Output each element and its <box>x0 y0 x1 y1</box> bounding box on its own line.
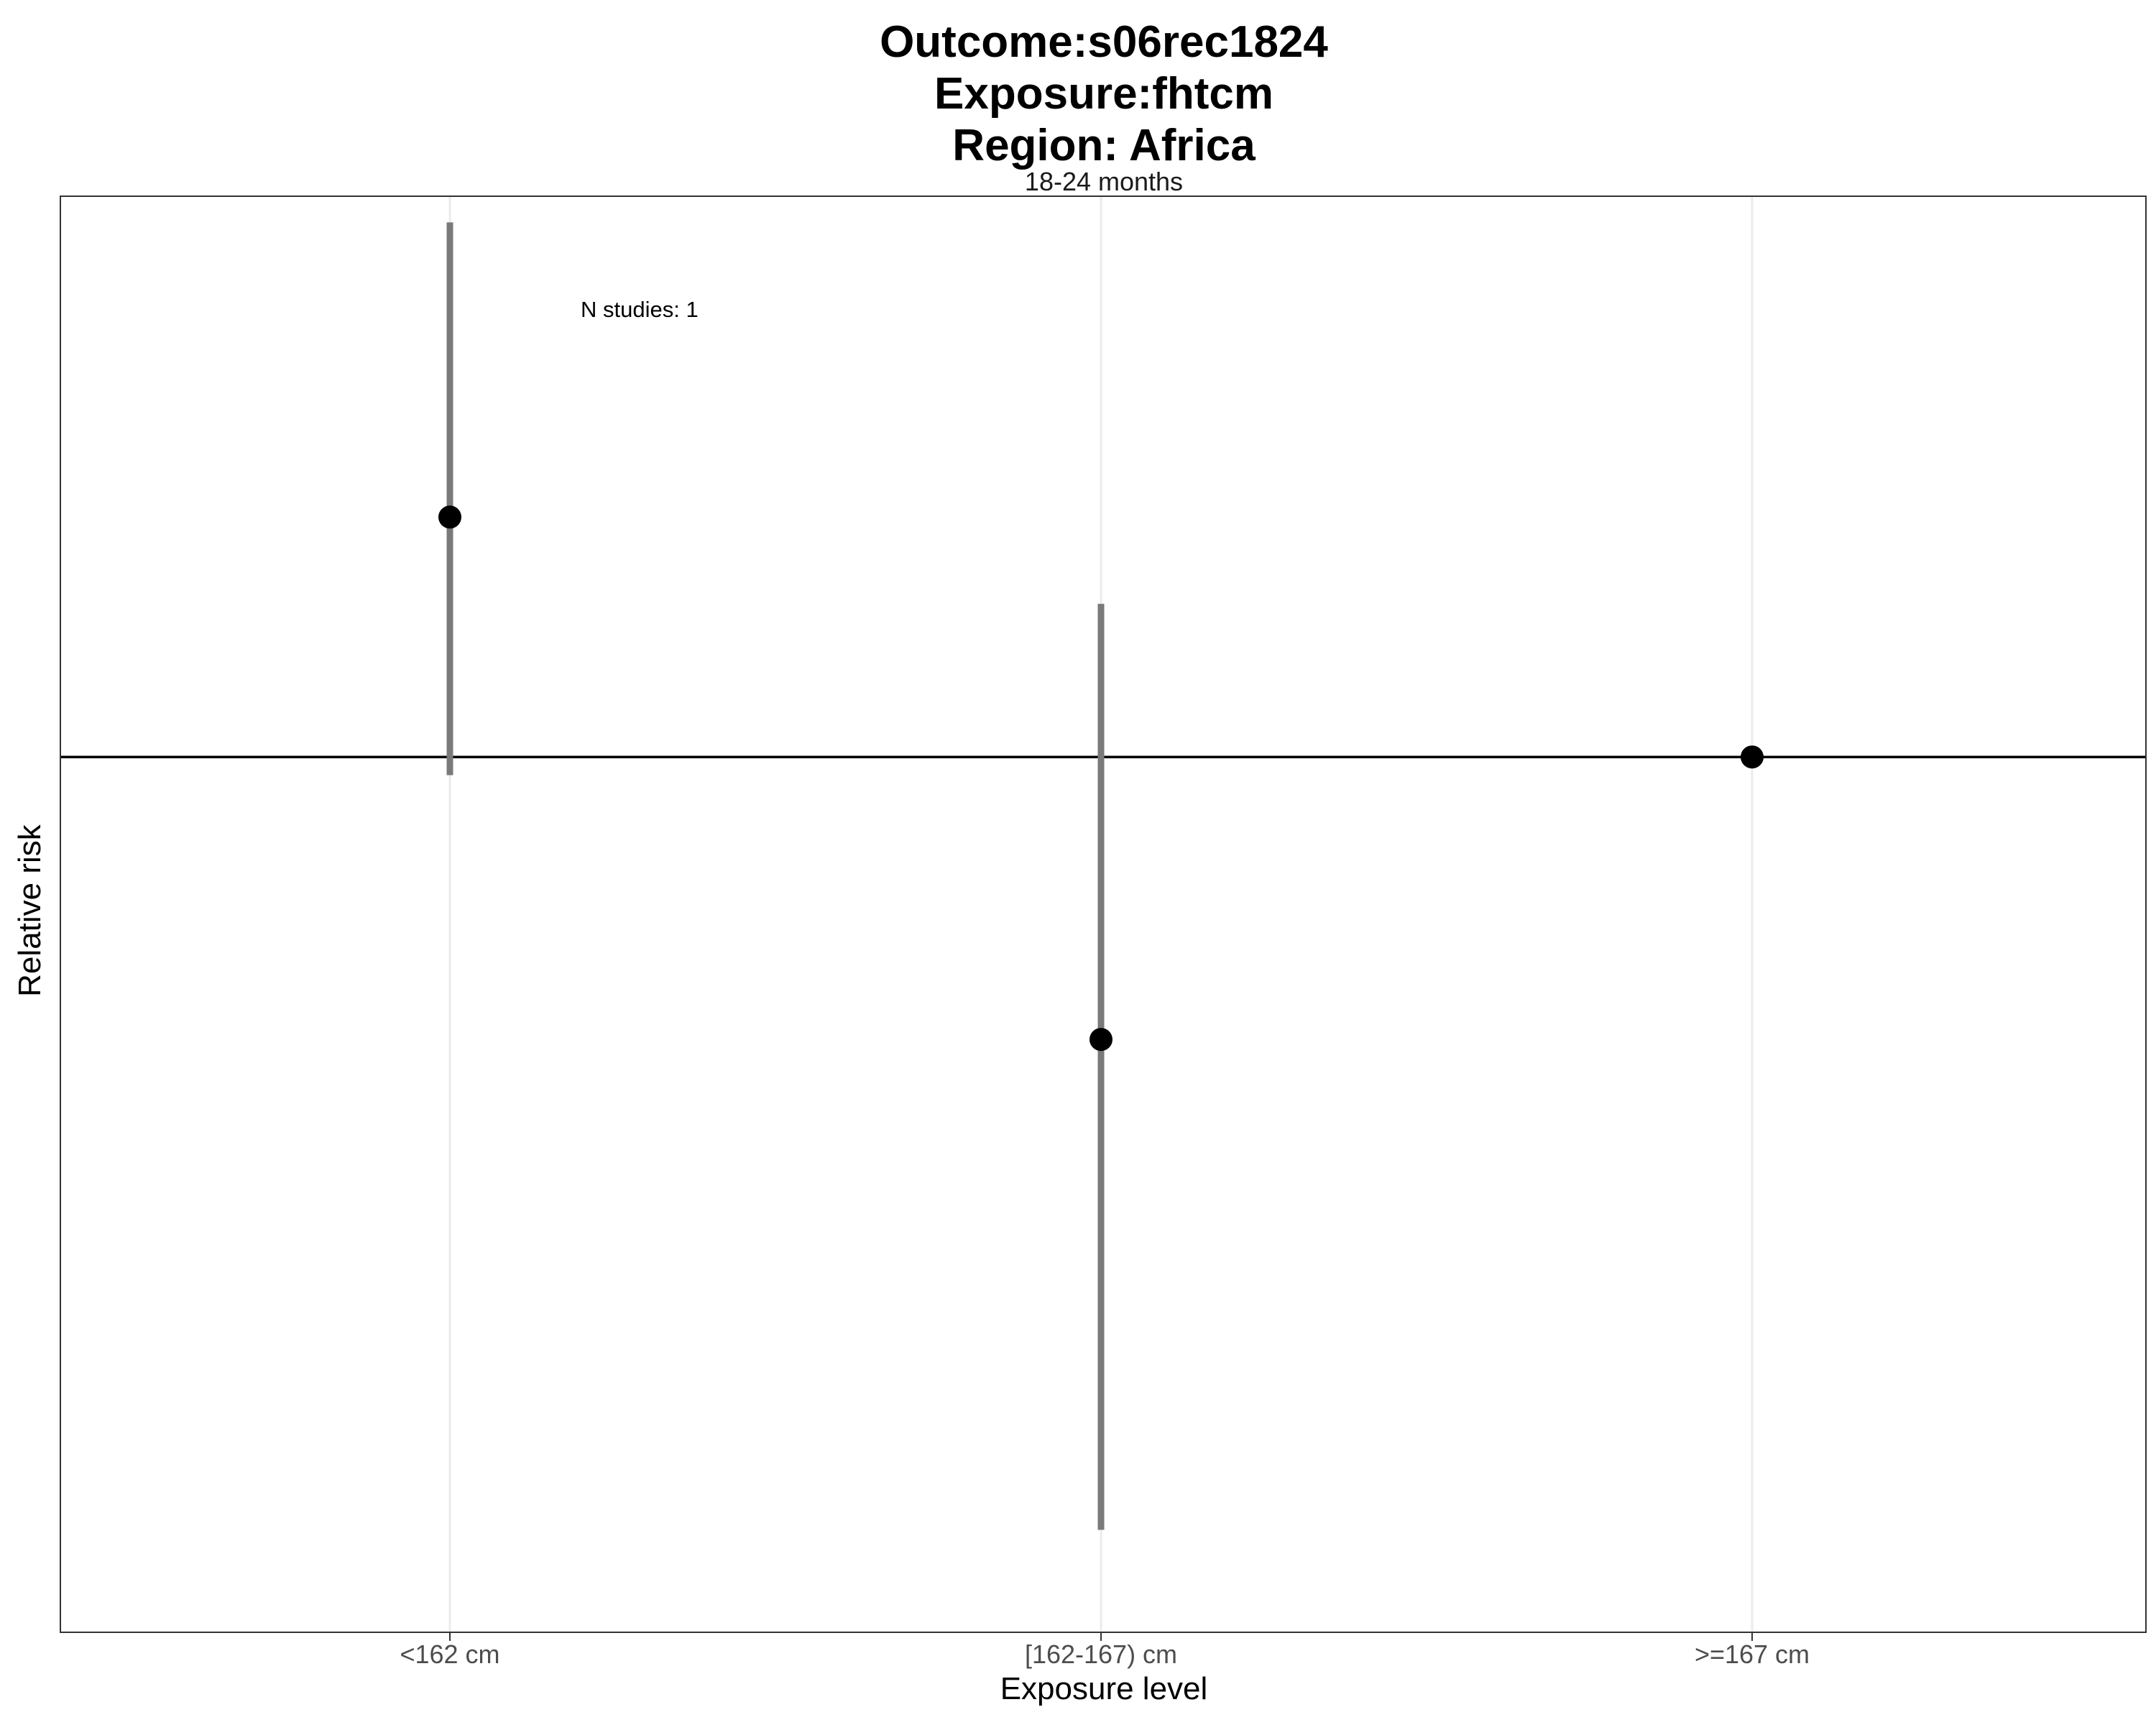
x-axis-label: Exposure level <box>1000 1671 1208 1706</box>
point-estimates <box>438 505 1764 1052</box>
axis-ticks <box>449 1632 1753 1641</box>
chart-title-outcome: Outcome:s06rec1824 <box>880 17 1328 67</box>
x-tick-label: [162-167) cm <box>1024 1639 1178 1669</box>
confidence-intervals <box>446 222 1105 1530</box>
x-tick-label: <162 cm <box>400 1639 500 1669</box>
point-estimate <box>1741 745 1764 769</box>
x-tick-label: >=167 cm <box>1694 1639 1810 1669</box>
facet-label: 18-24 months <box>1024 167 1184 196</box>
chart-title-region: Region: Africa <box>952 121 1256 170</box>
n-studies-annotation: N studies: 1 <box>581 297 699 322</box>
point-estimate <box>1089 1028 1112 1052</box>
y-axis-label: Relative risk <box>12 824 47 997</box>
panel-border <box>60 196 2147 1633</box>
point-estimate <box>438 505 461 529</box>
chart-title-exposure: Exposure:fhtcm <box>934 69 1273 119</box>
